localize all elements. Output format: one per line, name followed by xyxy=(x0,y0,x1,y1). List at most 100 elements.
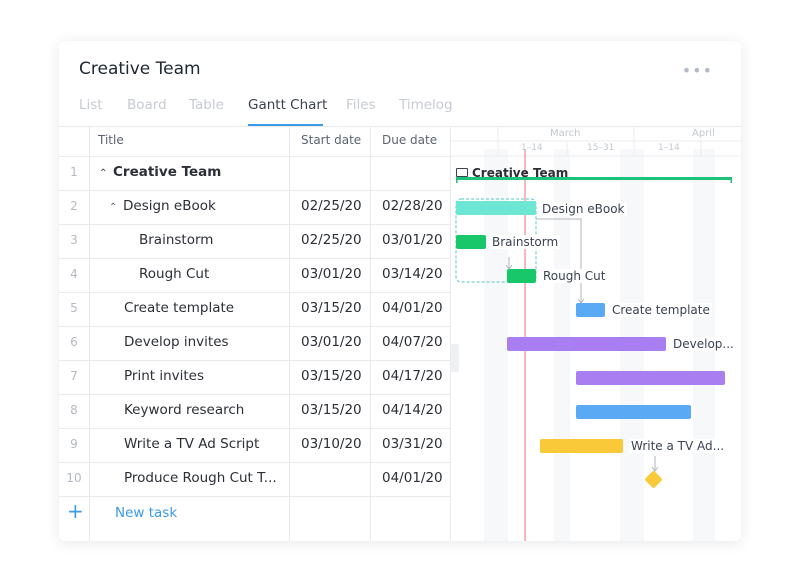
group-bar-creative-team[interactable] xyxy=(456,177,732,180)
divider xyxy=(59,156,450,157)
task-title[interactable]: Brainstorm xyxy=(139,232,214,248)
column-divider xyxy=(289,126,290,541)
due-date[interactable]: 03/14/20 xyxy=(382,266,443,282)
gantt-bar-create-template[interactable] xyxy=(576,303,605,317)
gantt-bar-keyword-research[interactable] xyxy=(576,405,691,419)
due-date[interactable]: 04/01/20 xyxy=(382,300,443,316)
due-date[interactable]: 02/28/20 xyxy=(382,198,443,214)
task-title[interactable]: ⌃ Creative Team xyxy=(99,164,222,180)
row-number: 3 xyxy=(70,233,78,247)
gantt-bar-develop-invites[interactable] xyxy=(507,337,666,351)
bar-label: Create template xyxy=(610,303,712,317)
column-header-title[interactable]: Title xyxy=(98,133,124,147)
bar-label: Design eBook xyxy=(540,202,627,216)
divider xyxy=(59,126,741,127)
tab-board[interactable]: Board xyxy=(127,97,167,113)
group-bar-bracket xyxy=(456,177,458,183)
row-number: 6 xyxy=(70,335,78,349)
month-label: April xyxy=(692,128,715,139)
collapse-caret-icon[interactable]: ⌃ xyxy=(99,168,108,179)
start-date[interactable]: 03/15/20 xyxy=(301,368,362,384)
bar-label: Develop... xyxy=(671,337,736,351)
tab-list[interactable]: List xyxy=(79,97,103,113)
tab-timelog[interactable]: Timelog xyxy=(399,97,453,113)
task-title[interactable]: Create template xyxy=(124,300,235,316)
row-number: 9 xyxy=(70,437,78,451)
tab-gantt-chart[interactable]: Gantt Chart xyxy=(248,97,328,113)
table-row[interactable]: 6 Develop invites 03/01/20 04/07/20 xyxy=(59,326,450,360)
week-label: 1–14 xyxy=(521,143,543,153)
due-date[interactable]: 04/01/20 xyxy=(382,470,443,486)
group-bar-bracket xyxy=(730,177,732,183)
row-number: 7 xyxy=(70,369,78,383)
column-header-start-date[interactable]: Start date xyxy=(301,133,362,147)
bar-label: Rough Cut xyxy=(541,269,608,283)
bar-label: Write a TV Ad... xyxy=(629,439,727,453)
task-title[interactable]: Print invites xyxy=(124,368,205,384)
start-date[interactable]: 03/10/20 xyxy=(301,436,362,452)
add-task-plus-icon[interactable]: + xyxy=(67,499,84,523)
gantt-svg xyxy=(451,126,741,541)
row-number: 2 xyxy=(70,199,78,213)
column-divider xyxy=(370,126,371,541)
gantt-timeline: March April 1–14 15–31 1–14 Creative Tea… xyxy=(451,126,741,541)
row-number: 4 xyxy=(70,267,78,281)
table-row[interactable]: 7 Print invites 03/15/20 04/17/20 xyxy=(59,360,450,394)
table-row[interactable]: 8 Keyword research 03/15/20 04/14/20 xyxy=(59,394,450,428)
divider xyxy=(59,462,450,463)
table-row[interactable]: 5 Create template 03/15/20 04/01/20 xyxy=(59,292,450,326)
start-date[interactable]: 02/25/20 xyxy=(301,232,362,248)
table-row[interactable]: 2 ⌃ Design eBook 02/25/20 02/28/20 xyxy=(59,190,450,224)
new-task-button[interactable]: New task xyxy=(115,505,178,521)
row-number: 1 xyxy=(70,165,78,179)
tab-table[interactable]: Table xyxy=(189,97,224,113)
divider xyxy=(59,428,450,429)
week-label: 15–31 xyxy=(587,143,615,153)
divider xyxy=(59,190,450,191)
start-date[interactable]: 03/15/20 xyxy=(301,402,362,418)
task-title[interactable]: Produce Rough Cut T... xyxy=(124,470,277,486)
tab-files[interactable]: Files xyxy=(346,97,376,113)
start-date[interactable]: 03/01/20 xyxy=(301,334,362,350)
table-row[interactable]: 3 Brainstorm 02/25/20 03/01/20 xyxy=(59,224,450,258)
task-title[interactable]: Develop invites xyxy=(124,334,229,350)
due-date[interactable]: 04/17/20 xyxy=(382,368,443,384)
due-date[interactable]: 04/07/20 xyxy=(382,334,443,350)
row-number: 10 xyxy=(66,471,82,485)
folder-icon xyxy=(456,168,468,177)
task-title[interactable]: ⌃ Design eBook xyxy=(109,198,216,214)
task-title[interactable]: Keyword research xyxy=(124,402,245,418)
column-divider xyxy=(89,126,90,541)
gantt-bar-rough-cut[interactable] xyxy=(507,269,536,283)
gantt-bar-brainstorm[interactable] xyxy=(456,235,486,249)
bar-label: Brainstorm xyxy=(490,235,561,249)
due-date[interactable]: 03/31/20 xyxy=(382,436,443,452)
project-card: Creative Team ••• List Board Table Gantt… xyxy=(59,41,741,541)
gantt-bar-print-invites[interactable] xyxy=(576,371,725,385)
table-row[interactable]: 10 Produce Rough Cut T... 04/01/20 xyxy=(59,462,450,496)
resize-handle[interactable] xyxy=(451,344,459,372)
divider xyxy=(59,360,450,361)
due-date[interactable]: 04/14/20 xyxy=(382,402,443,418)
table-row[interactable]: 9 Write a TV Ad Script 03/10/20 03/31/20 xyxy=(59,428,450,462)
row-number: 8 xyxy=(70,403,78,417)
month-label: March xyxy=(550,128,581,139)
more-horizontal-icon[interactable]: ••• xyxy=(681,61,713,80)
start-date[interactable]: 03/15/20 xyxy=(301,300,362,316)
task-title[interactable]: Rough Cut xyxy=(139,266,210,282)
divider xyxy=(59,394,450,395)
project-title: Creative Team xyxy=(79,59,201,79)
task-title[interactable]: Write a TV Ad Script xyxy=(124,436,260,452)
divider xyxy=(59,224,450,225)
group-label: Creative Team xyxy=(456,166,568,180)
gantt-bar-tv-ad-script[interactable] xyxy=(540,439,623,453)
start-date[interactable]: 03/01/20 xyxy=(301,266,362,282)
divider xyxy=(59,496,450,497)
start-date[interactable]: 02/25/20 xyxy=(301,198,362,214)
table-row[interactable]: 4 Rough Cut 03/01/20 03/14/20 xyxy=(59,258,450,292)
due-date[interactable]: 03/01/20 xyxy=(382,232,443,248)
table-row[interactable]: 1 ⌃ Creative Team xyxy=(59,156,450,190)
gantt-bar-design-ebook[interactable] xyxy=(456,201,536,215)
collapse-caret-icon[interactable]: ⌃ xyxy=(109,202,118,213)
column-header-due-date[interactable]: Due date xyxy=(382,133,438,147)
